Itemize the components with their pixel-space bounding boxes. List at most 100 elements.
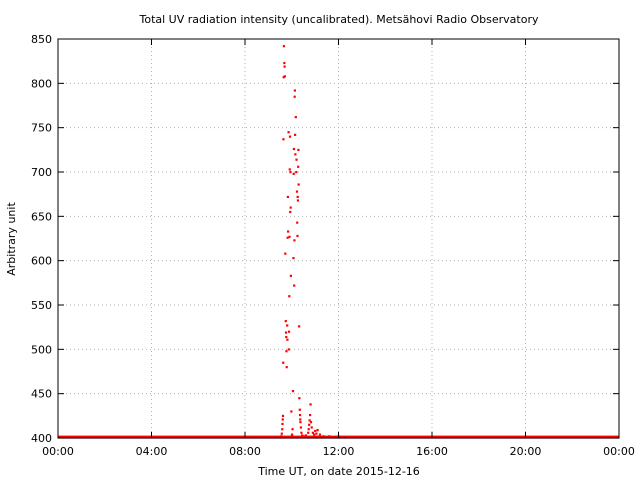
data-point [297,148,300,152]
data-point [286,236,289,239]
data-point [296,199,300,202]
data-point [282,76,285,79]
data-point [297,325,301,328]
data-point [287,230,290,233]
data-point [288,235,291,238]
data-point [299,421,302,424]
data-point [285,350,288,353]
x-tick-label: 00:00 [603,445,635,458]
data-point [314,429,317,433]
data-point [298,397,301,400]
data-point [297,183,300,186]
data-point [298,408,301,411]
data-point [301,434,304,437]
data-point [302,435,305,438]
data-point [289,274,293,277]
data-point [280,435,283,438]
x-tick-label: 00:00 [42,445,74,458]
data-point [318,433,321,436]
chart-title: Total UV radiation intensity (uncalibrat… [139,13,539,26]
data-point [286,338,289,341]
data-point [289,206,292,209]
data-point [292,147,296,151]
y-tick-label: 850 [31,33,52,46]
data-point [322,435,325,438]
data-point [283,75,286,78]
data-point [289,210,292,214]
data-point [287,131,290,134]
axis-ticks: 400 450 500 550 600 650 700 750 800 850 00:00 04:00… [31,33,635,458]
data-point [295,171,298,174]
x-tick-label: 12:00 [323,445,355,458]
data-point [286,195,289,199]
data-point [311,431,314,434]
x-tick-label: 16:00 [416,445,448,458]
data-point [296,234,299,238]
y-tick-label: 650 [31,210,52,223]
data-point [310,426,313,429]
data-point [308,413,312,417]
y-tick-label: 500 [31,343,52,356]
data-point [281,428,284,431]
data-point [285,366,288,369]
y-tick-label: 550 [31,299,52,312]
data-point [307,428,310,431]
data-point [284,252,287,255]
data-point [284,331,288,334]
data-point [328,435,331,438]
data-point [309,403,312,406]
data-point [293,95,296,98]
data-point [290,410,293,413]
y-tick-label: 700 [31,166,52,179]
data-point [282,45,286,48]
data-point [289,171,292,174]
data-point [315,432,318,435]
data-point [292,172,295,175]
y-tick-label: 800 [31,77,52,90]
data-point [307,431,310,434]
data-point [286,324,289,327]
data-point [288,295,291,298]
data-point [316,429,319,432]
data-point [296,221,299,224]
data-point [283,65,286,68]
data-point [297,165,300,168]
grid [58,39,619,438]
data-point [308,419,311,422]
data-point [293,284,296,287]
data-point [280,432,283,435]
data-point [294,133,297,136]
data-point [293,89,296,92]
data-point [291,428,294,431]
data-point [292,257,295,260]
data-point [293,239,296,242]
data-point [288,135,292,138]
x-tick-label: 20:00 [510,445,542,458]
data-point [309,421,313,424]
data-point [299,426,303,429]
data-point [308,423,311,426]
data-point [287,348,290,351]
data-point [300,431,303,434]
x-tick-label: 08:00 [229,445,261,458]
data-point [295,158,298,161]
data-point [290,433,294,436]
data-point [299,418,302,421]
y-tick-label: 450 [31,388,52,401]
data-point [281,418,284,421]
y-tick-label: 750 [31,122,52,135]
y-tick-label: 400 [31,432,52,445]
y-tick-label: 600 [31,255,52,268]
data-point [284,319,287,323]
data-point [282,361,285,364]
y-axis-label: Arbitrary unit [5,202,18,276]
data-point [294,116,297,119]
data-point [281,414,285,418]
data-point [312,433,316,436]
data-point [287,330,291,333]
data-point [294,153,297,156]
data-point [304,434,307,437]
x-axis-label: Time UT, on date 2015-12-16 [257,465,420,478]
